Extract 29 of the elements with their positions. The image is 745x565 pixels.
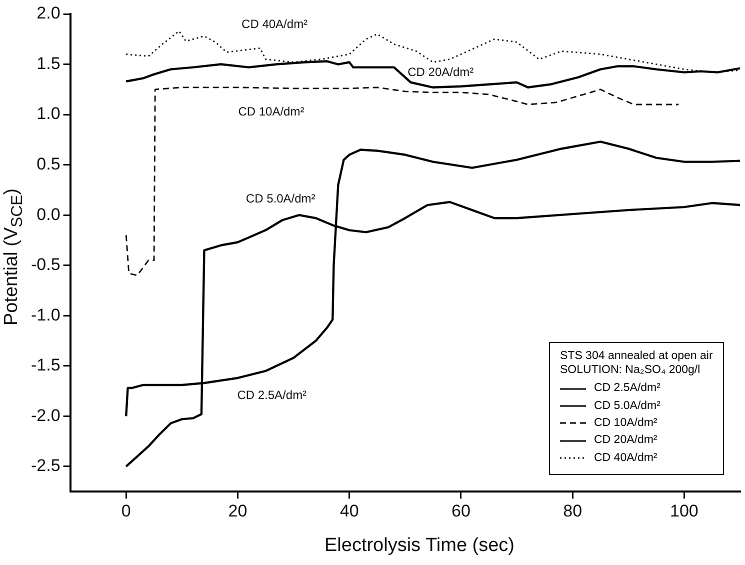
- legend-label: CD 40A/dm²: [594, 450, 658, 466]
- x-tick-label: 40: [340, 501, 359, 520]
- y-tick-label: 0.5: [36, 154, 60, 174]
- y-tick-label: -2.5: [30, 456, 60, 476]
- y-tick-label: -1.0: [30, 305, 60, 324]
- legend-label: CD 5.0A/dm²: [594, 398, 660, 414]
- legend-title: STS 304 annealed at open air SOLUTION: Na₂SO₄ 200g/l: [560, 348, 713, 378]
- y-tick-label: 2.0: [36, 4, 60, 23]
- legend-label: CD 10A/dm²: [594, 416, 658, 430]
- x-tick-label: 20: [228, 501, 248, 520]
- annotation: CD 5.0A/dm²: [246, 192, 316, 206]
- annotation: CD 40A/dm²: [242, 16, 308, 31]
- x-tick-label: 80: [563, 501, 582, 520]
- annotation: CD 10A/dm²: [238, 104, 304, 119]
- y-tick-label: -1.5: [30, 356, 60, 375]
- y-tick-label: 1.0: [36, 104, 60, 124]
- line-series: [125, 86, 680, 276]
- x-axis-title: Electrolysis Time (sec): [323, 535, 516, 557]
- legend-label: CD 20A/dm²: [594, 433, 658, 448]
- y-tick-label: -2.0: [30, 406, 60, 425]
- y-tick-label: 1.5: [36, 54, 60, 73]
- x-tick-label: 0: [121, 501, 131, 520]
- y-tick-label: -0.5: [30, 255, 60, 274]
- x-tick-label: 100: [670, 501, 698, 520]
- x-tick-label: 60: [451, 501, 470, 520]
- legend-label: CD 2.5A/dm²: [594, 381, 660, 396]
- annotation: CD 2.5A/dm²: [237, 388, 307, 402]
- y-tick-label: 0.0: [36, 204, 60, 224]
- annotation: CD 20A/dm²: [408, 65, 474, 80]
